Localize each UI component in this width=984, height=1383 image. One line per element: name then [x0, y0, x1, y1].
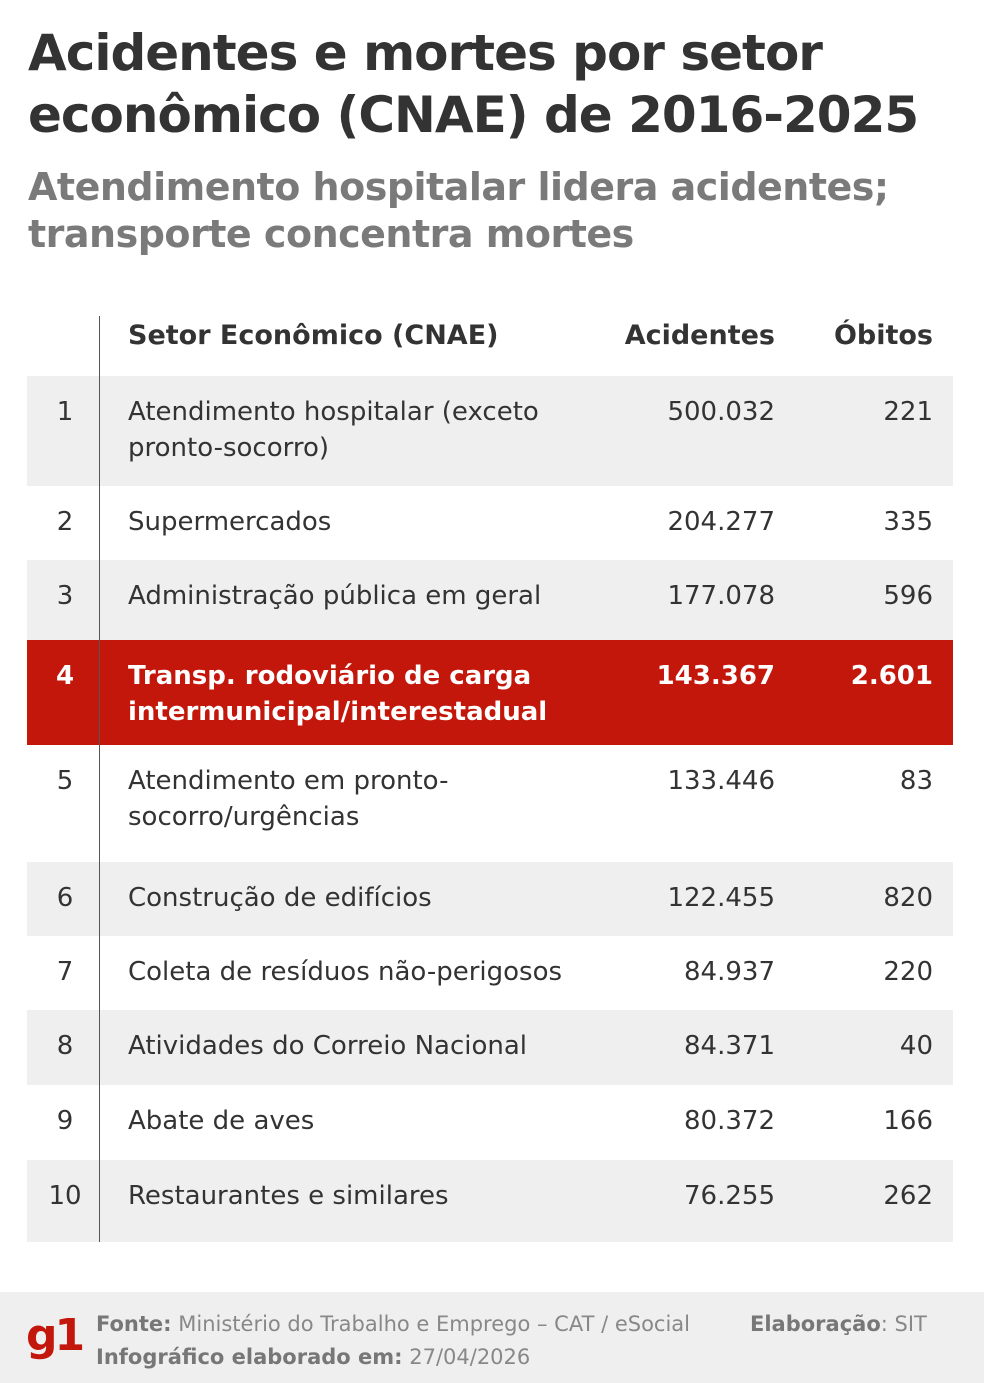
ranking-table: 1 Atendimento hospitalar (exceto pronto-s…: [27, 376, 953, 1242]
sector-cell: Transp. rodoviário de carga intermunicip…: [128, 661, 548, 727]
deaths-cell: 820: [883, 883, 933, 913]
source-label: Fonte:: [96, 1312, 172, 1336]
sector-cell: Abate de aves: [128, 1106, 315, 1136]
table-row: 1 Atendimento hospitalar (exceto pronto-s…: [27, 376, 953, 486]
page-title: Acidentes e mortes por setor econômico (…: [28, 24, 919, 144]
sector-cell: Supermercados: [128, 507, 332, 537]
sector-cell: Construção de edifícios: [128, 883, 432, 913]
rank-cell: 4: [55, 661, 75, 691]
header-accidents: Acidentes: [624, 320, 775, 351]
rank-cell: 2: [56, 507, 74, 537]
sector-cell: Coleta de resíduos não-perigosos: [128, 957, 563, 987]
date-label: Infográfico elaborado em:: [96, 1345, 403, 1369]
deaths-cell: 221: [883, 397, 933, 427]
header-deaths: Óbitos: [833, 320, 933, 351]
accidents-cell: 500.032: [667, 397, 775, 427]
accidents-cell: 143.367: [656, 661, 775, 691]
source-line: Fonte: Ministério do Trabalho e Emprego …: [96, 1309, 690, 1339]
deaths-cell: 40: [899, 1031, 933, 1061]
table-row: 3 Administração pública em geral 177.078 59…: [27, 560, 953, 640]
footer: g1 Fonte: Ministério do Trabalho e Empre…: [0, 1292, 984, 1383]
sector-cell: Atividades do Correio Nacional: [128, 1031, 528, 1061]
credit-text: SIT: [894, 1312, 927, 1336]
accidents-cell: 122.455: [667, 883, 775, 913]
table-row: 5 Atendimento em pronto-socorro/urgências…: [27, 745, 953, 862]
accidents-cell: 84.937: [684, 957, 775, 987]
table-row: 7 Coleta de resíduos não-perigosos 84.937 2…: [27, 936, 953, 1010]
source-text: Ministério do Trabalho e Emprego – CAT /…: [178, 1312, 691, 1336]
deaths-cell: 2.601: [850, 661, 933, 691]
rank-cell: 8: [56, 1031, 74, 1061]
deaths-cell: 220: [883, 957, 933, 987]
table-row: 8 Atividades do Correio Nacional 84.371 40: [27, 1010, 953, 1085]
accidents-cell: 84.371: [684, 1031, 775, 1061]
sector-cell: Administração pública em geral: [128, 581, 542, 611]
page-subtitle: Atendimento hospitalar lidera acidentes;…: [28, 165, 889, 256]
g1-logo: g1: [26, 1310, 85, 1361]
credit-line: Elaboração: SIT: [750, 1312, 927, 1336]
sector-cell: Atendimento hospitalar (exceto pronto-so…: [128, 397, 539, 463]
table-row: 2 Supermercados 204.277 335: [27, 486, 953, 560]
table-row: 10 Restaurantes e similares 76.255 262: [27, 1160, 953, 1242]
deaths-cell: 596: [883, 581, 933, 611]
date-text: 27/04/2026: [409, 1345, 531, 1369]
column-divider: [99, 316, 100, 1242]
table-row: 9 Abate de aves 80.372 166: [27, 1085, 953, 1160]
deaths-cell: 335: [883, 507, 933, 537]
date-line: Infográfico elaborado em: 27/04/2026: [96, 1342, 530, 1372]
accidents-cell: 204.277: [667, 507, 775, 537]
accidents-cell: 80.372: [684, 1106, 775, 1136]
rank-cell: 10: [48, 1181, 82, 1211]
deaths-cell: 166: [883, 1106, 933, 1136]
rank-cell: 9: [56, 1106, 74, 1136]
accidents-cell: 133.446: [667, 766, 775, 796]
rank-cell: 1: [56, 397, 74, 427]
sector-cell: Restaurantes e similares: [128, 1181, 449, 1211]
rank-cell: 7: [56, 957, 74, 987]
header-sector: Setor Econômico (CNAE): [128, 320, 499, 351]
table-row: 6 Construção de edifícios 122.455 820: [27, 862, 953, 936]
deaths-cell: 83: [899, 766, 933, 796]
credit-label: Elaboração: [750, 1312, 881, 1336]
sector-cell: Atendimento em pronto-socorro/urgências: [128, 766, 449, 832]
rank-cell: 3: [56, 581, 74, 611]
accidents-cell: 177.078: [667, 581, 775, 611]
rank-cell: 5: [56, 766, 74, 796]
table-row: 4 Transp. rodoviário de carga intermunici…: [27, 640, 953, 745]
accidents-cell: 76.255: [684, 1181, 775, 1211]
deaths-cell: 262: [883, 1181, 933, 1211]
rank-cell: 6: [56, 883, 74, 913]
